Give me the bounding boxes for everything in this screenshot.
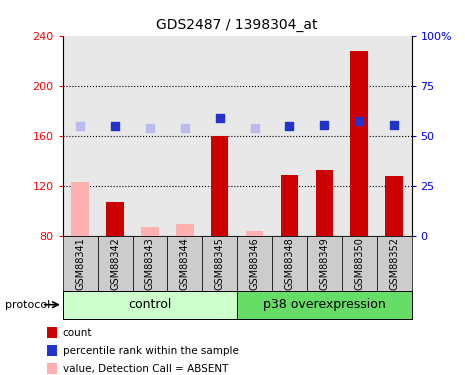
Text: GSM88343: GSM88343 (145, 237, 155, 290)
Bar (351, 51, 368, 236)
Point (390, 122, 398, 128)
Text: GSM88341: GSM88341 (75, 237, 85, 290)
Text: GSM88352: GSM88352 (389, 237, 399, 290)
Point (111, 123, 119, 129)
Bar (316, 170, 333, 236)
Text: GSM88350: GSM88350 (354, 237, 364, 290)
Point (286, 123, 293, 129)
Title: GDS2487 / 1398304_at: GDS2487 / 1398304_at (156, 18, 318, 32)
Bar (246, 231, 263, 236)
Text: protocol: protocol (5, 300, 50, 310)
Text: GSM88348: GSM88348 (285, 237, 294, 290)
Bar (385, 176, 403, 236)
Text: GSM88344: GSM88344 (180, 237, 190, 290)
Bar (72, 182, 89, 236)
Point (146, 125, 153, 131)
Bar (281, 175, 298, 236)
Text: p38 overexpression: p38 overexpression (263, 298, 385, 311)
Text: percentile rank within the sample: percentile rank within the sample (63, 346, 239, 355)
Bar (176, 224, 193, 236)
Point (251, 125, 258, 131)
Point (355, 118, 363, 124)
Point (76, 123, 84, 129)
Point (181, 125, 188, 131)
Bar (106, 202, 124, 236)
Text: control: control (128, 298, 172, 311)
Point (216, 116, 223, 122)
Text: GSM88349: GSM88349 (319, 237, 329, 290)
Text: GSM88346: GSM88346 (250, 237, 259, 290)
Text: GSM88345: GSM88345 (215, 237, 225, 290)
Bar (141, 228, 159, 236)
Text: GSM88342: GSM88342 (110, 237, 120, 290)
Point (320, 122, 328, 128)
Bar (211, 136, 228, 236)
Text: count: count (63, 328, 92, 338)
Text: value, Detection Call = ABSENT: value, Detection Call = ABSENT (63, 364, 228, 374)
